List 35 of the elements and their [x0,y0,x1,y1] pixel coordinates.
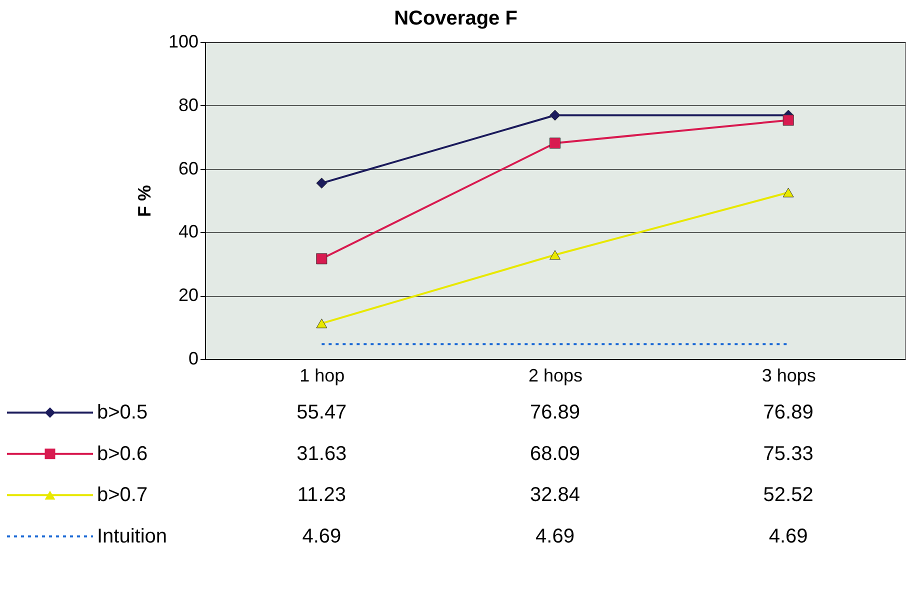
x-tick-label: 1 hop [300,366,345,386]
data-label: 52.52 [763,484,814,506]
legend-label: b>0.6 [97,442,148,465]
y-tick-label: 80 [178,94,198,115]
y-tick-label: 40 [178,222,198,242]
data-label: 68.09 [530,442,580,465]
x-tick-label: 2 hops [528,366,583,386]
data-label: 76.89 [763,402,814,424]
legend-label: b>0.5 [97,402,148,424]
point [550,250,560,260]
point [316,253,328,264]
point [550,138,560,149]
legend-label: b>0.7 [97,484,148,506]
data-label: 4.69 [768,525,808,548]
data-label: 4.69 [302,525,342,548]
data-label: 31.63 [296,442,347,465]
chart-title: NCoverage F [394,8,518,30]
point [782,188,794,198]
x-tick-label: 3 hops [762,366,816,386]
y-tick-label: 0 [188,348,198,368]
y-axis-title: F % [134,184,154,218]
data-label: 76.89 [530,402,580,424]
point [316,318,328,328]
y-tick-label: 60 [178,158,198,178]
point [550,110,560,121]
point [782,114,794,126]
y-tick-label: 100 [168,32,198,52]
legend-label: Intuition [97,525,168,548]
data-label: 32.84 [530,484,580,506]
data-label: 11.23 [297,484,346,506]
point [316,178,328,189]
data-label: 55.47 [296,402,347,424]
data-label: 4.69 [536,525,574,548]
data-label: 75.33 [763,442,814,465]
y-tick-label: 20 [178,285,198,306]
